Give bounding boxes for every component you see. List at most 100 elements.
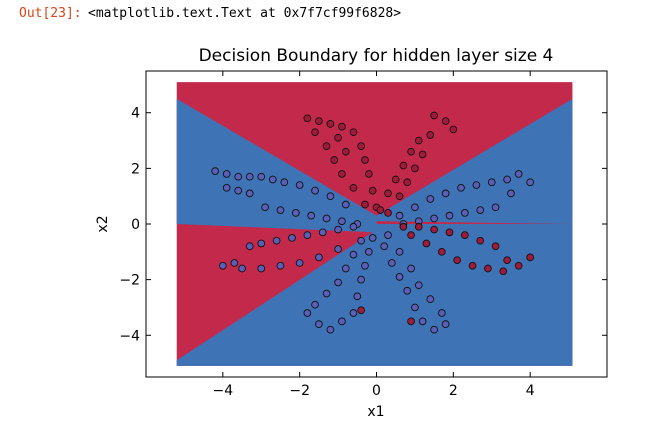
data-point [430, 225, 438, 234]
axis-ticks: −4 −2 0 2 4 −4 −2 0 2 4 [119, 71, 607, 399]
data-point [257, 239, 266, 248]
data-point [261, 203, 269, 212]
x-tick-label: −4 [213, 383, 234, 399]
data-point [315, 117, 323, 125]
data-point [526, 253, 535, 262]
data-point [491, 203, 500, 212]
y-tick-label: 2 [131, 161, 140, 177]
x-axis-label: x1 [367, 404, 384, 420]
data-point [414, 222, 423, 231]
data-point [311, 186, 319, 195]
data-point [437, 309, 446, 317]
data-point [357, 236, 365, 245]
data-point [349, 309, 358, 317]
data-point [445, 211, 454, 220]
data-point [291, 209, 300, 217]
data-point [322, 214, 331, 223]
x-tick-label: 4 [526, 383, 535, 399]
data-point [461, 209, 469, 217]
data-point [384, 189, 392, 198]
data-point [334, 225, 342, 234]
data-point [441, 320, 450, 328]
data-point [476, 236, 485, 245]
data-point [322, 289, 331, 298]
output-row: Out[23]: <matplotlib.text.Text at 0x7f7c… [0, 6, 655, 26]
data-point [391, 175, 400, 184]
data-point [341, 200, 350, 209]
data-point [487, 178, 496, 187]
data-point [526, 178, 535, 187]
data-point [338, 170, 346, 178]
data-point [472, 181, 481, 189]
data-point [303, 231, 312, 239]
data-point [322, 142, 331, 150]
blue-region-left-upper [176, 98, 377, 233]
data-point [380, 242, 389, 251]
data-point [349, 222, 358, 231]
data-point [395, 211, 404, 220]
data-point [491, 242, 500, 251]
data-point [268, 175, 277, 184]
data-point [276, 206, 285, 214]
data-point [230, 259, 239, 267]
data-point [461, 231, 469, 239]
data-point [303, 309, 312, 317]
data-point [503, 256, 511, 265]
data-point [315, 320, 323, 328]
data-point [418, 150, 427, 159]
y-tick-label: 4 [131, 106, 140, 122]
data-point [445, 228, 454, 237]
data-point [430, 325, 438, 334]
x-tick-label: 2 [449, 383, 458, 399]
data-point [307, 211, 316, 220]
data-point [418, 317, 427, 326]
data-point [441, 117, 450, 125]
data-point [326, 120, 335, 128]
data-point [238, 264, 246, 273]
data-point [395, 273, 404, 281]
x-tick-label: −2 [289, 383, 310, 399]
data-point [457, 183, 465, 192]
data-point [395, 247, 404, 256]
data-point [407, 317, 415, 326]
data-point [330, 156, 339, 164]
data-point [303, 114, 312, 123]
data-point [357, 142, 365, 150]
data-point [311, 300, 319, 309]
data-point [403, 286, 412, 295]
data-point [276, 261, 285, 270]
data-point [507, 189, 515, 198]
data-point [407, 264, 415, 273]
data-point [411, 303, 419, 312]
data-point [234, 186, 243, 195]
data-point [218, 261, 227, 270]
data-point [437, 247, 446, 256]
decision-regions [176, 82, 573, 366]
data-point [341, 264, 350, 273]
data-point [280, 178, 289, 187]
data-point [476, 206, 485, 214]
data-point [414, 136, 423, 145]
chart-title: Decision Boundary for hidden layer size … [199, 46, 554, 66]
data-point [357, 306, 365, 315]
output-prompt: Out[23]: [19, 6, 82, 21]
data-point [318, 228, 327, 237]
y-tick-label: −4 [119, 328, 140, 344]
data-point [295, 181, 304, 189]
data-point [468, 261, 477, 270]
data-point [368, 186, 377, 195]
data-point [514, 170, 523, 178]
data-point [384, 209, 392, 217]
data-point [288, 234, 296, 242]
y-axis-label: x2 [95, 215, 111, 232]
data-point [315, 253, 323, 262]
data-point [384, 231, 392, 239]
data-point [426, 195, 435, 203]
scatter-points [211, 111, 535, 334]
data-point [430, 214, 438, 223]
data-point [357, 275, 365, 284]
data-point [411, 164, 419, 173]
data-point [326, 192, 335, 201]
data-point [222, 170, 231, 178]
